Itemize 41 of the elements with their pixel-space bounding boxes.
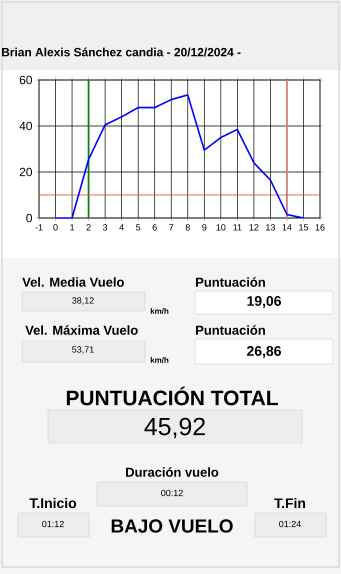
text: 01:24 bbox=[279, 520, 301, 528]
x-tick-label: -1 bbox=[35, 224, 43, 230]
text: 26,86 bbox=[247, 346, 281, 358]
y-tick-label: 40 bbox=[19, 122, 32, 130]
x-tick-label: 14 bbox=[282, 224, 292, 230]
text: T.Fin bbox=[274, 498, 306, 508]
y-tick-label: 0 bbox=[26, 214, 32, 222]
text: Vel. Máxima Vuelo bbox=[25, 325, 138, 335]
x-tick-label: 9 bbox=[202, 224, 206, 231]
x-tick-label: 8 bbox=[186, 224, 190, 231]
x-tick-label: 15 bbox=[299, 224, 308, 230]
text: 01:12 bbox=[42, 520, 64, 528]
text: Puntuación bbox=[196, 325, 265, 335]
line-series bbox=[54, 94, 304, 219]
text: Vel. Media Vuelo bbox=[22, 277, 124, 287]
x-tick-label: 10 bbox=[216, 224, 226, 231]
text: 38,12 bbox=[72, 297, 94, 305]
text: 19,06 bbox=[247, 296, 281, 308]
text: 53,71 bbox=[72, 346, 94, 354]
x-tick-label: 11 bbox=[233, 224, 242, 230]
x-tick-label: 5 bbox=[136, 224, 140, 230]
chart-title: Brian Alexis Sánchez candia - 20/12/2024 - bbox=[2, 48, 241, 56]
text: PUNTUACIÓN TOTAL bbox=[66, 386, 278, 406]
x-tick-label: 16 bbox=[316, 224, 325, 231]
x-tick-label: 1 bbox=[70, 224, 74, 230]
text: T.Inicio bbox=[30, 498, 76, 508]
x-tick-label: 0 bbox=[53, 224, 58, 231]
text: BAJO VUELO bbox=[112, 519, 233, 533]
x-tick-label: 12 bbox=[250, 224, 258, 230]
y-tick-label: 60 bbox=[20, 76, 32, 84]
x-tick-label: 7 bbox=[169, 224, 174, 230]
x-tick-label: 6 bbox=[152, 224, 157, 231]
text: 45,92 bbox=[144, 418, 205, 438]
x-tick-label: 4 bbox=[119, 224, 124, 230]
x-tick-label: 13 bbox=[266, 224, 276, 231]
x-tick-label: 3 bbox=[102, 224, 108, 231]
text: 00:12 bbox=[161, 490, 183, 496]
y-tick-label: 20 bbox=[20, 168, 32, 176]
text: Puntuación bbox=[196, 277, 265, 287]
text: Duración vuelo bbox=[126, 467, 218, 477]
x-tick-label: 2 bbox=[86, 224, 91, 230]
